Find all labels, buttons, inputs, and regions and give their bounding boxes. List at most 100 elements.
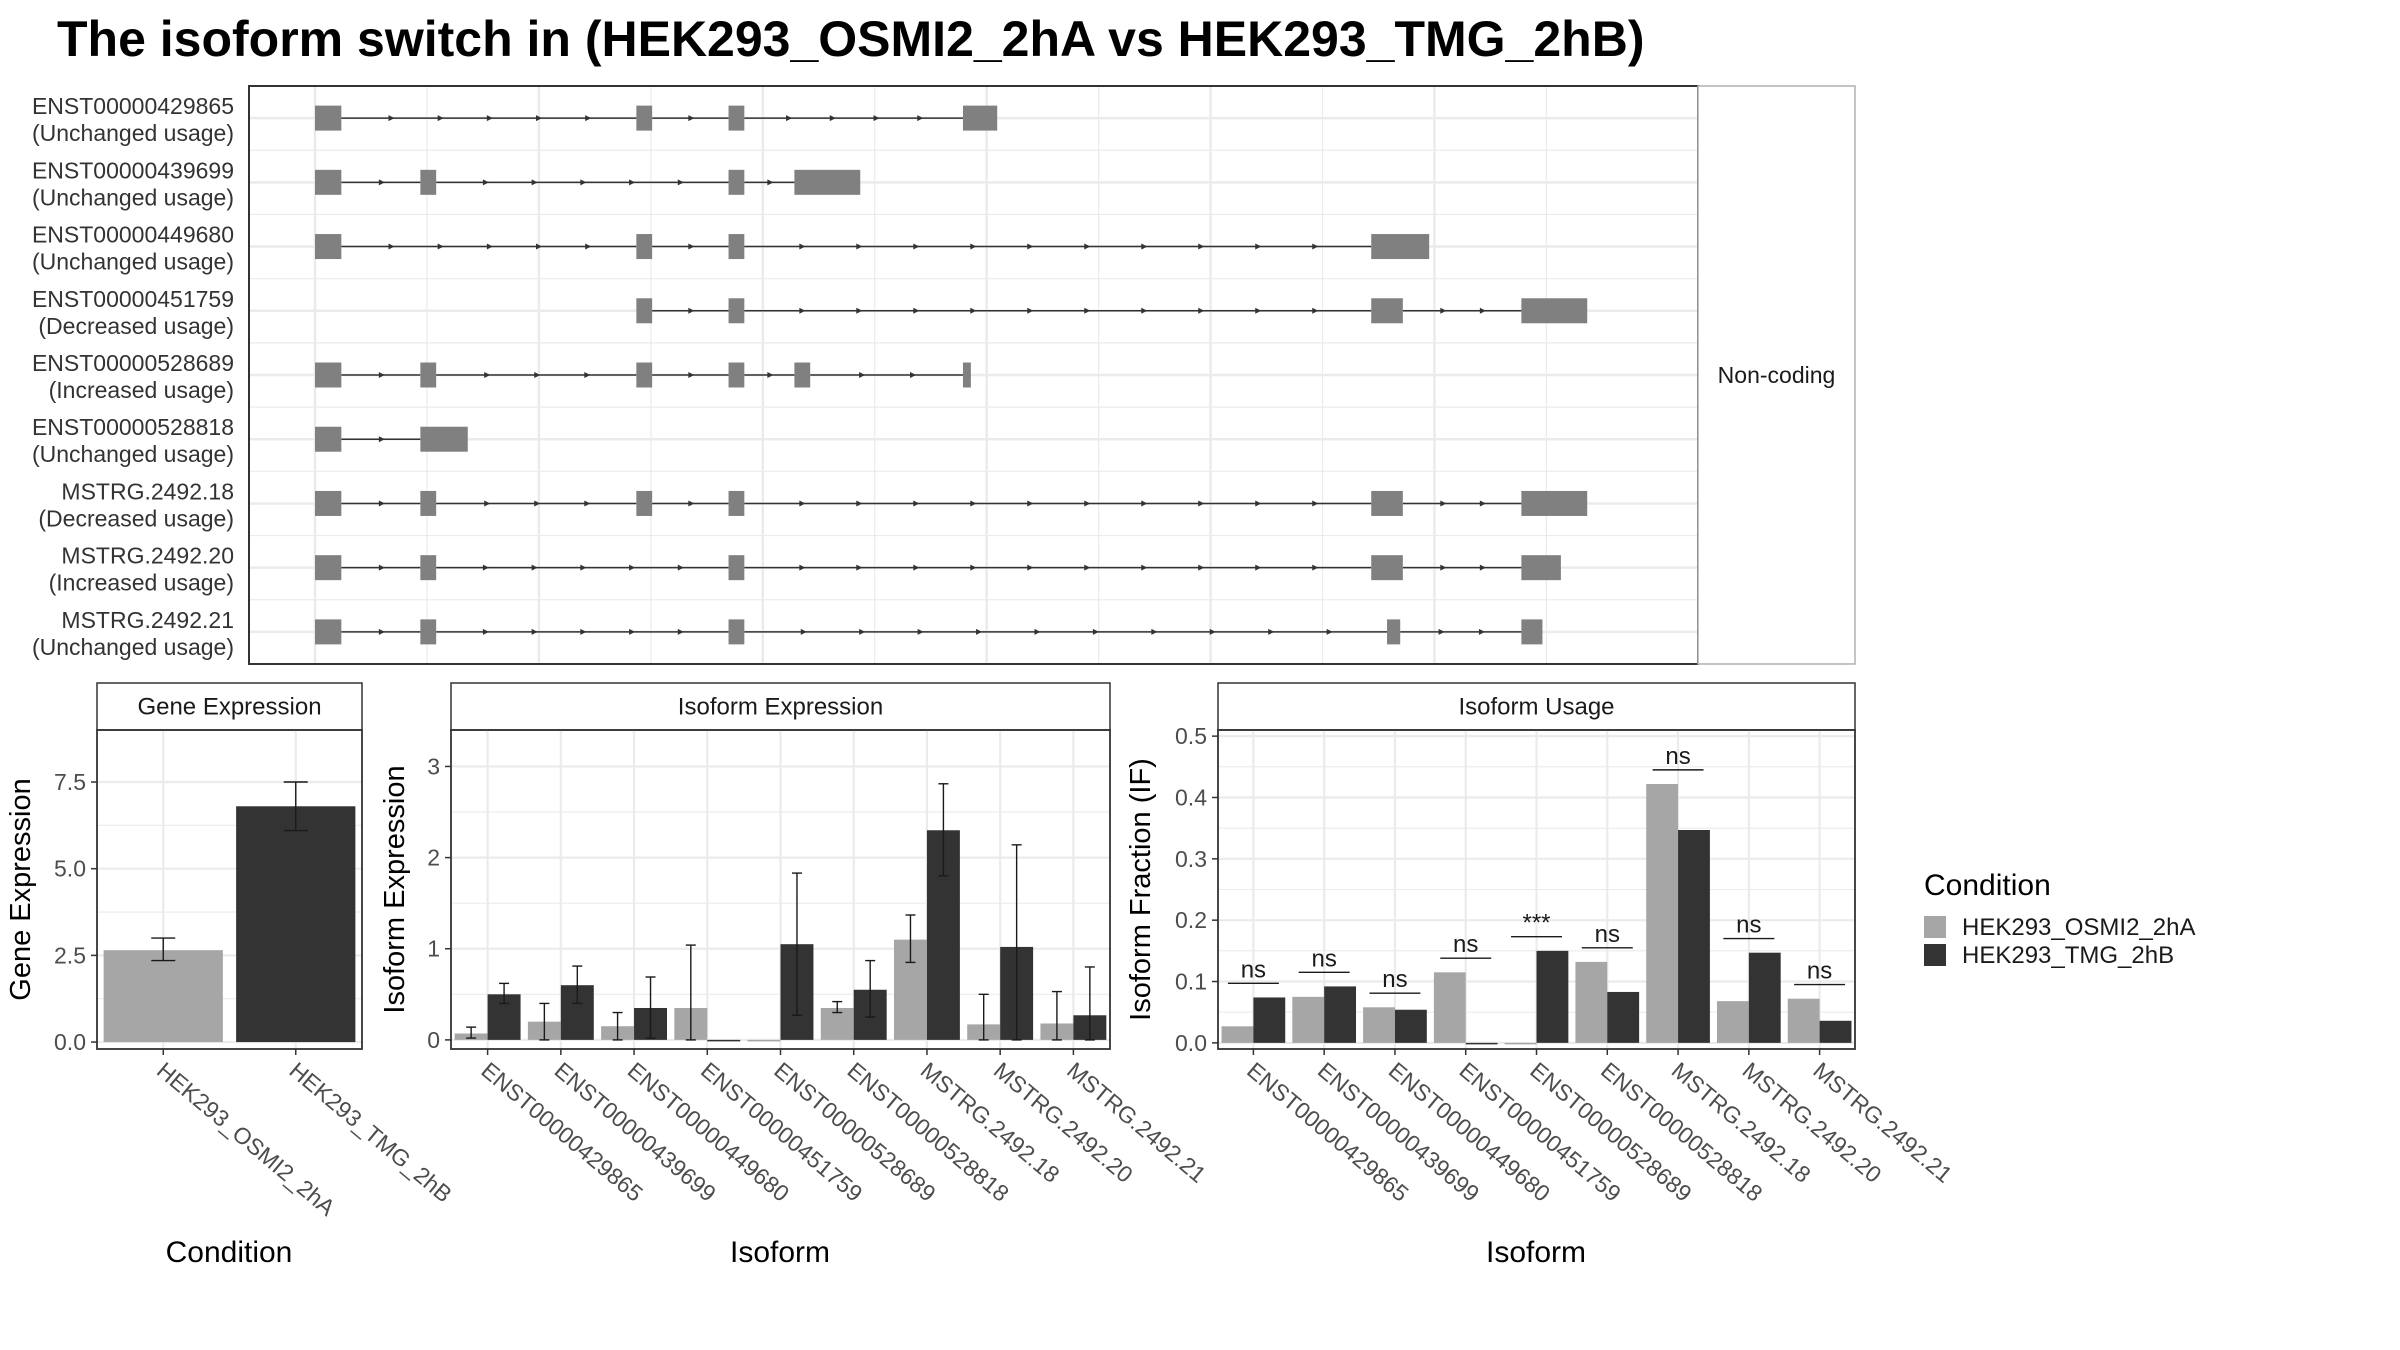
intron-arrow xyxy=(536,115,543,122)
transcript-usage-label: (Decreased usage) xyxy=(38,313,234,339)
intron-arrow xyxy=(859,372,866,378)
exon-block xyxy=(1521,298,1588,324)
intron-arrow xyxy=(482,628,489,635)
significance-label: ns xyxy=(1241,956,1266,983)
intron-arrow xyxy=(1198,564,1205,571)
transcript-usage-label: (Unchanged usage) xyxy=(32,249,234,275)
intron-arrow xyxy=(1312,564,1319,571)
y-axis-title: Isoform Fraction (IF) xyxy=(1125,758,1157,1021)
intron-arrow xyxy=(1141,564,1148,571)
bar xyxy=(236,806,356,1043)
bar xyxy=(1819,1020,1852,1043)
transcript-id-label: ENST00000439699 xyxy=(32,157,234,183)
exon-block xyxy=(728,298,745,324)
bar xyxy=(1536,950,1569,1043)
transcript-usage-label: (Unchanged usage) xyxy=(32,184,234,210)
bar xyxy=(1221,1026,1254,1043)
bar xyxy=(1465,1042,1498,1045)
intron-arrow xyxy=(829,115,836,122)
bar xyxy=(820,1007,854,1040)
intron-arrow xyxy=(534,372,541,378)
exon-block xyxy=(1371,234,1430,260)
exon-block xyxy=(728,619,745,645)
intron-arrow xyxy=(688,500,695,507)
intron-arrow xyxy=(1209,628,1216,635)
intron-arrow xyxy=(677,628,684,635)
y-tick-label: 0.1 xyxy=(1175,969,1207,995)
exon-block xyxy=(315,105,342,131)
structure-facet-strip xyxy=(1697,85,1856,665)
exon-block xyxy=(794,362,811,388)
intron-arrow xyxy=(677,564,684,571)
bar xyxy=(747,1039,781,1042)
exon-block xyxy=(1521,555,1561,581)
intron-arrow xyxy=(913,500,920,507)
intron-arrow xyxy=(1312,243,1319,250)
intron-arrow xyxy=(1034,628,1041,635)
y-tick-label: 5.0 xyxy=(54,856,86,882)
transcript-usage-label: (Decreased usage) xyxy=(38,505,234,531)
exon-block xyxy=(728,234,745,260)
bar xyxy=(1324,986,1357,1043)
y-tick-label: 0.4 xyxy=(1175,784,1207,810)
exon-block xyxy=(794,169,861,195)
intron-arrow xyxy=(1084,307,1091,314)
exon-block xyxy=(315,490,342,516)
intron-arrow xyxy=(970,500,977,507)
exon-block xyxy=(1371,298,1403,324)
intron-arrow xyxy=(786,115,793,122)
intron-arrow xyxy=(799,500,806,507)
intron-arrow xyxy=(484,372,491,378)
intron-arrow xyxy=(629,564,636,571)
significance-label: ns xyxy=(1311,945,1336,972)
intron-arrow xyxy=(1312,307,1319,314)
bar xyxy=(1433,972,1466,1043)
panel-border xyxy=(96,729,363,1050)
exon-block xyxy=(728,555,745,581)
y-tick-label: 0 xyxy=(427,1027,440,1053)
intron-arrow xyxy=(688,115,695,122)
isoform-usage-panel: Isoform Usage ns ns ns ns *** ns ns ns ns 0.0 0.1 0.… xyxy=(1125,682,1957,1269)
bar xyxy=(1607,991,1640,1043)
intron-arrow xyxy=(629,179,636,186)
panel-strip xyxy=(96,682,363,731)
intron-arrow xyxy=(486,243,493,250)
bar xyxy=(1363,1007,1395,1043)
intron-arrow xyxy=(1092,628,1099,635)
isoform-expression-panel: Isoform Expression0123ENST00000429865ENS… xyxy=(379,682,1211,1269)
intron-arrow xyxy=(688,243,695,250)
significance-label: ns xyxy=(1453,931,1478,958)
intron-arrow xyxy=(799,307,806,314)
exon-block xyxy=(636,298,653,324)
intron-arrow xyxy=(873,115,880,122)
panel-strip-label: Gene Expression xyxy=(137,694,321,721)
intron-arrow xyxy=(856,564,863,571)
intron-arrow xyxy=(1255,243,1262,250)
transcript-usage-label: (Unchanged usage) xyxy=(32,441,234,467)
intron-arrow xyxy=(482,564,489,571)
transcript-id-label: MSTRG.2492.21 xyxy=(61,607,234,633)
intron-arrow xyxy=(1268,628,1275,635)
exon-block xyxy=(962,362,971,388)
intron-arrow xyxy=(437,243,444,250)
intron-arrow xyxy=(1141,243,1148,250)
legend-entry-label: HEK293_TMG_2hB xyxy=(1962,942,2174,969)
bar xyxy=(1394,1009,1427,1043)
x-axis-title: Condition xyxy=(166,1236,293,1269)
exon-block xyxy=(420,426,468,452)
intron-arrow xyxy=(531,628,538,635)
intron-arrow xyxy=(1084,500,1091,507)
transcript-id-label: ENST00000528689 xyxy=(32,350,234,376)
intron-arrow xyxy=(585,115,592,122)
transcript-id-label: ENST00000449680 xyxy=(32,222,234,248)
exon-block xyxy=(420,490,437,516)
legend-entry-label: HEK293_OSMI2_2hA xyxy=(1962,914,2195,941)
exon-block xyxy=(315,234,342,260)
exon-block xyxy=(728,362,745,388)
legend-swatch xyxy=(1924,944,1946,966)
intron-arrow xyxy=(1198,307,1205,314)
exon-block xyxy=(1371,555,1403,581)
intron-arrow xyxy=(378,179,385,186)
bar xyxy=(103,950,223,1043)
significance-label: ns xyxy=(1382,966,1407,993)
